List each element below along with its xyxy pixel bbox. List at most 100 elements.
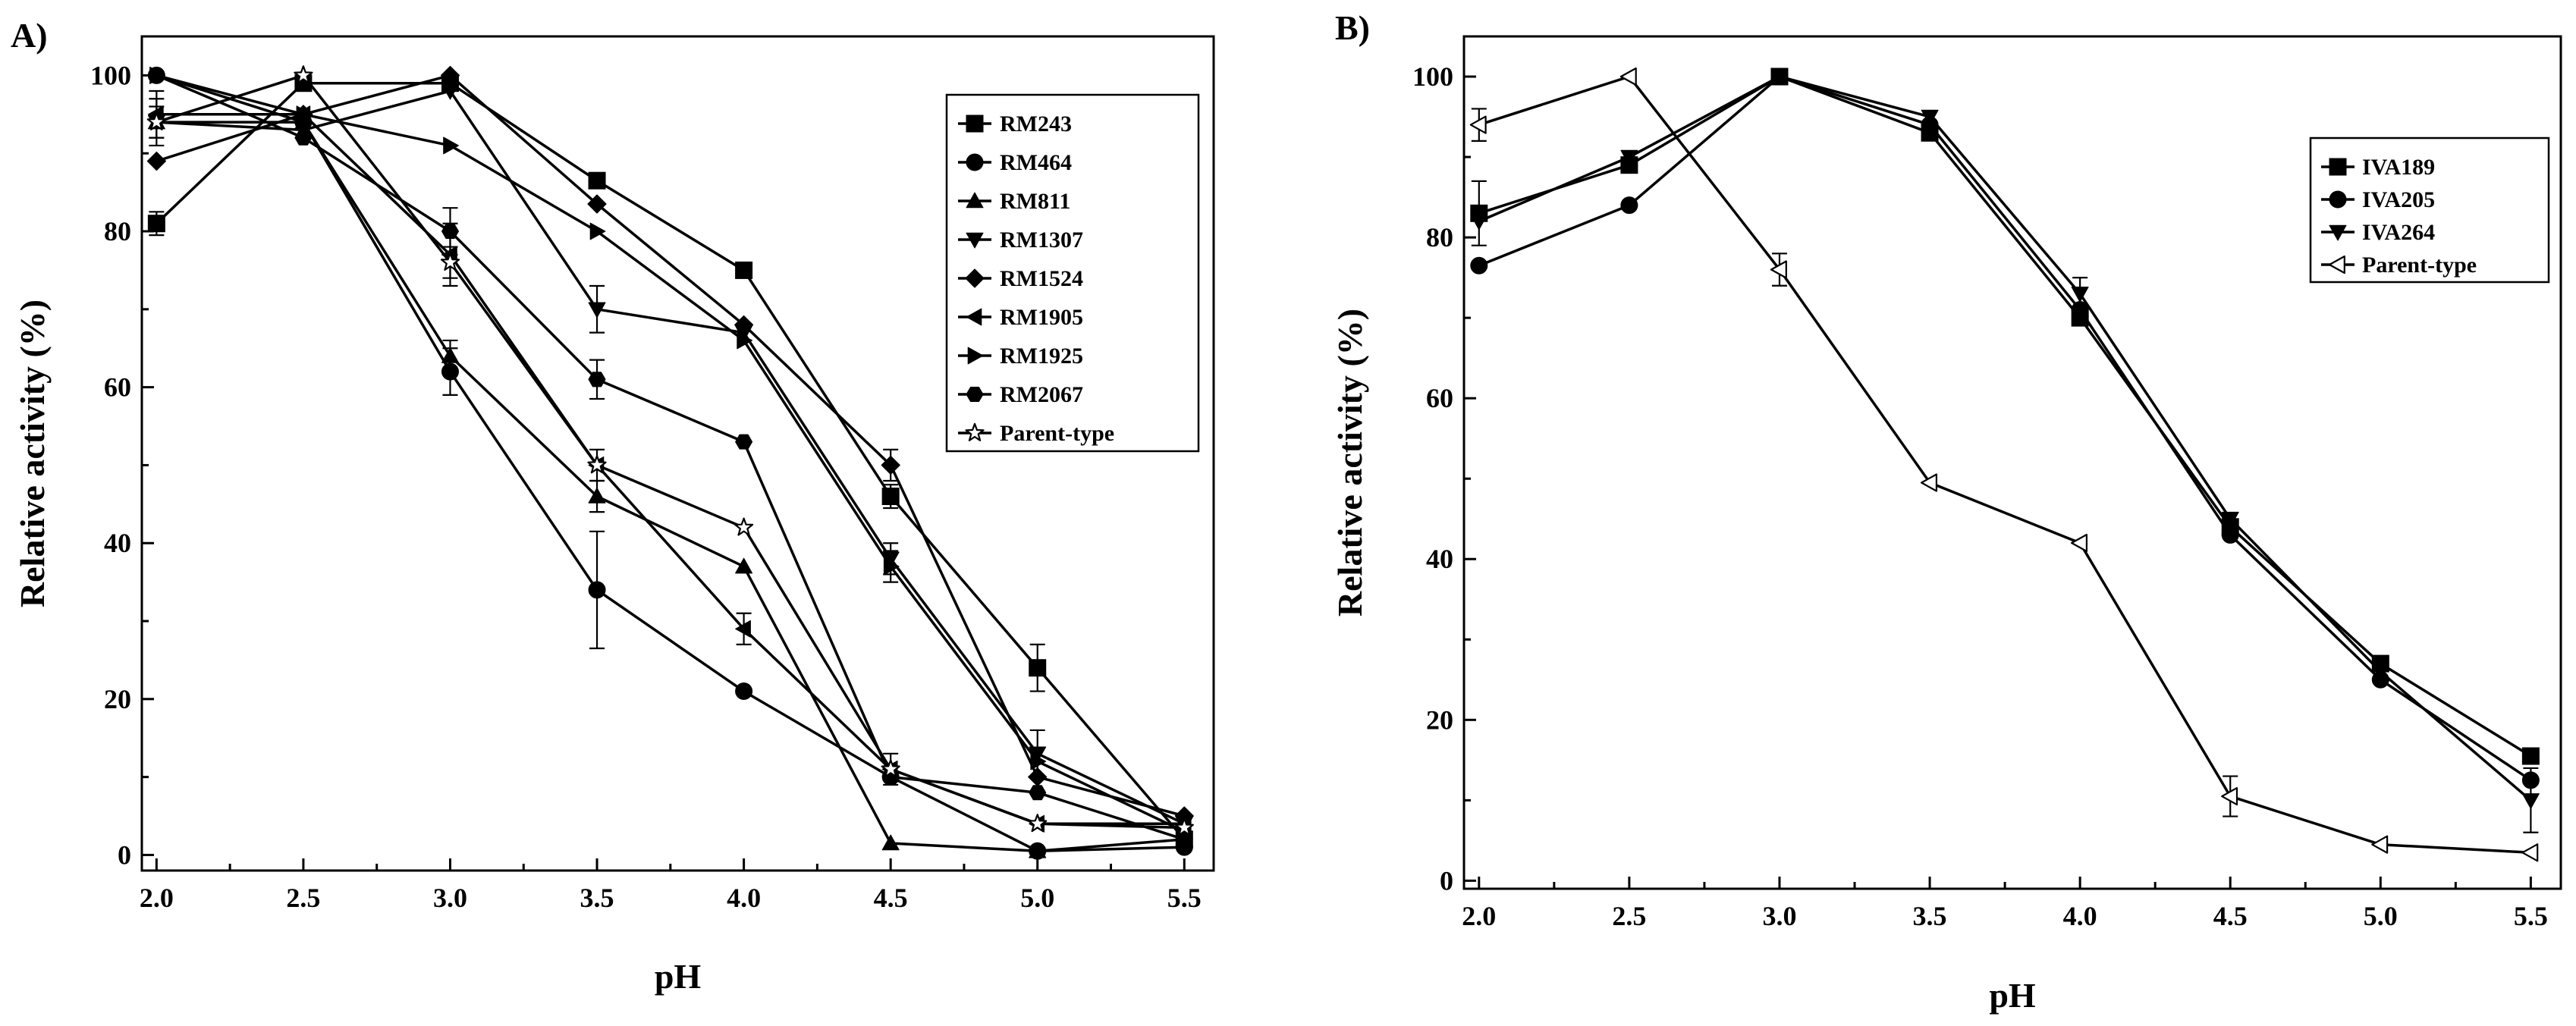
legend: RM243 RM464 RM811 RM1307 RM1524 RM1905 RM1925 R… (945, 93, 1200, 453)
series-line (156, 121, 1185, 853)
series-line (156, 74, 1185, 841)
data-point (443, 136, 459, 155)
data-point (2521, 747, 2540, 765)
y-axis-title: Relative activity (%) (1330, 309, 1369, 617)
legend-label: RM1925 (1000, 344, 1083, 369)
data-point (1921, 109, 1939, 126)
legend-marker (2329, 158, 2347, 176)
data-point (2221, 786, 2238, 806)
series-line (156, 74, 1186, 833)
legend-item: RM811 (958, 189, 1070, 214)
legend-item: RM243 (958, 111, 1072, 136)
x-tick-label: 5.0 (1020, 883, 1054, 913)
x-tick-label: 5.0 (2364, 901, 2398, 931)
data-point (881, 488, 900, 506)
data-point (1470, 214, 1488, 231)
panel-b-label: B) (1335, 8, 1370, 47)
data-point (587, 455, 607, 474)
panel-b: B) 2.0 2.5 3.0 3.5 4.0 4.5 5.0 5.5 0 20 40 60 80 100 p… (1330, 8, 2562, 1015)
legend-label: RM1905 (1000, 305, 1083, 330)
data-point (588, 581, 606, 599)
legend-item: RM1925 (958, 344, 1083, 369)
x-tick-label: 4.5 (2213, 901, 2248, 931)
legend-marker (967, 347, 984, 365)
data-point (2221, 511, 2239, 528)
x-axis-title: pH (1989, 976, 2036, 1015)
data-point (1470, 256, 1488, 275)
y-tick-label: 20 (1426, 704, 1453, 735)
legend-item: RM2067 (958, 382, 1083, 407)
data-point (735, 557, 753, 574)
y-tick-label: 100 (1412, 61, 1453, 92)
data-point (1469, 115, 1487, 134)
data-point (1770, 260, 1787, 279)
data-point (1029, 842, 1047, 858)
legend-label: RM464 (1000, 150, 1072, 175)
legend-marker (966, 232, 984, 249)
legend-marker (966, 115, 984, 133)
legend-item: Parent-type (958, 421, 1114, 446)
data-point (296, 105, 313, 124)
panel-a: A) 2.0 2.5 3.0 3.5 4.0 4.5 5.0 5.5 0 20 40 60 80 100 p… (11, 16, 1215, 996)
legend-marker (965, 422, 985, 441)
series-line (1478, 75, 2531, 855)
x-tick-label: 3.0 (1762, 901, 1796, 931)
y-tick-label: 100 (90, 60, 131, 90)
y-tick-label: 20 (104, 684, 131, 714)
legend-item: RM1905 (958, 305, 1083, 330)
x-axis-title: pH (655, 957, 702, 996)
legend-item: RM1307 (958, 227, 1083, 253)
legend-box (945, 93, 1200, 453)
legend-item: RM1524 (958, 266, 1083, 291)
y-axis-title: Relative activity (%) (13, 300, 52, 607)
data-point (2521, 843, 2539, 862)
legend-box (2309, 136, 2550, 284)
data-point (146, 111, 166, 130)
legend-marker (966, 308, 982, 326)
data-point (1029, 659, 1047, 677)
x-tick-label: 5.5 (1167, 883, 1202, 913)
panel-a-label: A) (11, 16, 48, 55)
series-line (156, 89, 1186, 825)
plot-frame (140, 35, 1215, 872)
data-point (881, 455, 900, 475)
x-tick-label: 2.5 (286, 883, 320, 913)
data-point (146, 151, 166, 171)
legend-marker (2329, 190, 2347, 209)
data-point (294, 130, 313, 146)
data-point (1620, 196, 1638, 215)
legend-label: IVA189 (2362, 155, 2435, 180)
legend-item: IVA264 (2321, 220, 2435, 245)
x-tick-label: 4.0 (727, 883, 761, 913)
x-tick-label: 3.5 (580, 883, 614, 913)
series-parent-type (146, 65, 1194, 836)
data-point (1029, 785, 1047, 801)
legend-label: RM2067 (1000, 382, 1083, 407)
data-point (440, 252, 460, 271)
legend-label: Parent-type (2362, 253, 2477, 278)
legend: IVA189 IVA205 IVA264 Parent-type (2309, 136, 2550, 284)
data-point (587, 194, 607, 214)
y-tick-label: 60 (1426, 383, 1453, 413)
data-point (2221, 526, 2239, 544)
y-tick-label: 40 (1426, 544, 1453, 574)
data-point (147, 67, 165, 83)
legend-label: RM811 (1000, 189, 1070, 214)
data-point (734, 315, 754, 334)
data-point (1770, 69, 1789, 86)
data-point (589, 222, 606, 240)
series-parent-type (1469, 67, 2539, 862)
data-point (2371, 664, 2389, 681)
x-tick-label: 4.0 (2063, 901, 2097, 931)
x-tick-label: 2.5 (1612, 901, 1646, 931)
data-point (588, 488, 606, 504)
data-point (735, 620, 751, 638)
y-tick-label: 40 (104, 528, 131, 558)
data-point (1620, 149, 1638, 166)
data-point (883, 557, 900, 576)
data-point (1174, 817, 1194, 836)
data-point (1030, 752, 1047, 770)
legend-label: Parent-type (1000, 421, 1114, 446)
series-line (1478, 75, 2532, 782)
legend-label: IVA205 (2362, 187, 2435, 212)
